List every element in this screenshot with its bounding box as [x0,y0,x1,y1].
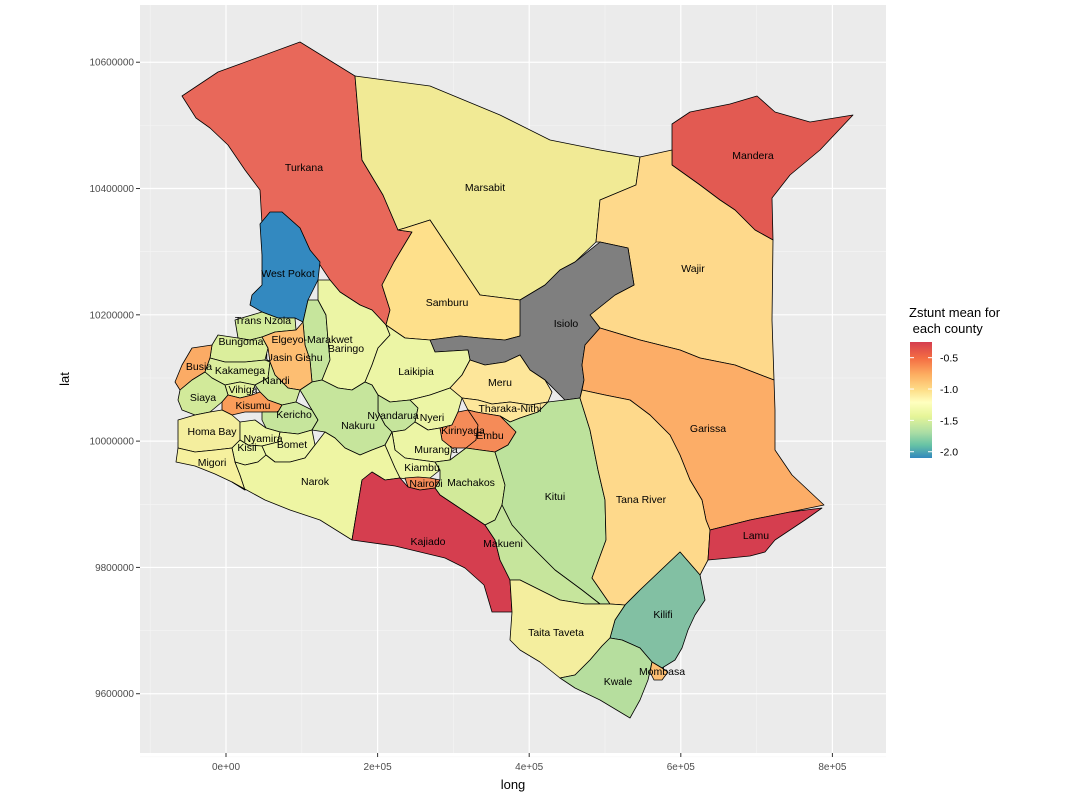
x-tick-label: 4e+05 [515,762,544,773]
y-axis-title: lat [57,372,72,386]
label-bungoma: Bungoma [219,336,264,348]
x-tick-label: 8e+05 [818,762,847,773]
label-homa-bay: Homa Bay [187,426,237,438]
label-kiambu: Kiambu [404,462,440,474]
label-busia: Busia [186,361,212,373]
label-trans-nzoia: Trans Nzoia [235,315,291,327]
legend: Zstunt mean for each county -0.5 -1.0 -1.5… [909,305,1001,459]
label-makueni: Makueni [483,538,523,550]
label-baringo: Baringo [328,343,364,355]
label-tana-river: Tana River [616,494,667,506]
label-samburu: Samburu [426,297,469,309]
label-west-pokot: West Pokot [261,268,315,280]
x-axis: 0e+00 2e+05 4e+05 6e+05 8e+05 [212,753,847,773]
label-murang-a: Murang'a [414,444,458,456]
y-tick-label: 10600000 [90,58,135,69]
legend-break-label: -1.5 [940,415,958,427]
label-mandera: Mandera [732,150,774,162]
y-axis: 9600000 9800000 10000000 10200000 10400000 10… [90,58,140,700]
label-nyandarua: Nyandarua [367,410,419,422]
label-turkana: Turkana [285,162,323,174]
y-tick-label: 10200000 [90,310,135,321]
label-siaya: Siaya [190,392,216,404]
label-kericho: Kericho [276,409,312,421]
label-kilifi: Kilifi [653,609,672,621]
label-kirinyaga: Kirinyaga [441,425,485,437]
label-elgeyo-marakwet: Elgeyo-Marakwet [271,334,352,346]
county-kwale[interactable] [559,637,653,719]
label-embu: Embu [476,430,504,442]
legend-break-label: -0.5 [940,353,958,365]
legend-title-line2: each county [909,321,983,336]
y-tick-label: 9800000 [95,563,134,574]
county-label-layer: Turkana Marsabit Mandera Wajir West Poko… [186,150,774,688]
label-tharaka-nithi: Tharaka-Nithi [478,403,541,415]
y-tick-label: 10000000 [90,437,135,448]
label-nakuru: Nakuru [341,420,375,432]
legend-break-label: -1.0 [940,384,958,396]
label-mombasa: Mombasa [639,666,685,678]
county-taita-taveta[interactable] [509,579,626,679]
county-lamu[interactable] [707,507,823,561]
label-kwale: Kwale [604,676,633,688]
label-machakos: Machakos [447,477,495,489]
county-layer [174,41,854,719]
label-wajir: Wajir [681,263,705,275]
label-isiolo: Isiolo [554,318,579,330]
label-kajiado: Kajiado [410,536,445,548]
label-kisii: Kisii [237,442,256,454]
label-nairobi: Nairobi [409,478,442,490]
y-tick-label: 9600000 [95,689,134,700]
legend-break-label: -2.0 [940,447,958,459]
label-uasin-gishu: Uasin Gishu [265,352,322,364]
label-laikipia: Laikipia [398,366,434,378]
label-nyamira: Nyamira [243,433,282,445]
x-axis-title: long [501,777,526,792]
label-kisumu: Kisumu [235,400,270,412]
y-tick-label: 10400000 [90,184,135,195]
legend-ticks: -0.5 -1.0 -1.5 -2.0 [910,353,958,459]
label-nyeri: Nyeri [420,412,445,424]
label-garissa: Garissa [690,423,726,435]
label-migori: Migori [198,457,227,469]
label-vihiga: Vihiga [229,384,258,396]
legend-colorbar [910,342,932,458]
legend-title-line1: Zstunt mean for [909,305,1001,320]
label-marsabit: Marsabit [465,182,505,194]
label-kitui: Kitui [545,491,565,503]
x-tick-label: 6e+05 [667,762,696,773]
label-narok: Narok [301,476,330,488]
label-lamu: Lamu [743,530,769,542]
label-nandi: Nandi [262,375,289,387]
county-mombasa[interactable] [649,661,669,681]
x-tick-label: 2e+05 [364,762,393,773]
label-meru: Meru [488,377,512,389]
label-taita-taveta: Taita Taveta [528,627,584,639]
label-bomet: Bomet [277,439,307,451]
label-kakamega: Kakamega [215,365,265,377]
x-tick-label: 0e+00 [212,762,241,773]
